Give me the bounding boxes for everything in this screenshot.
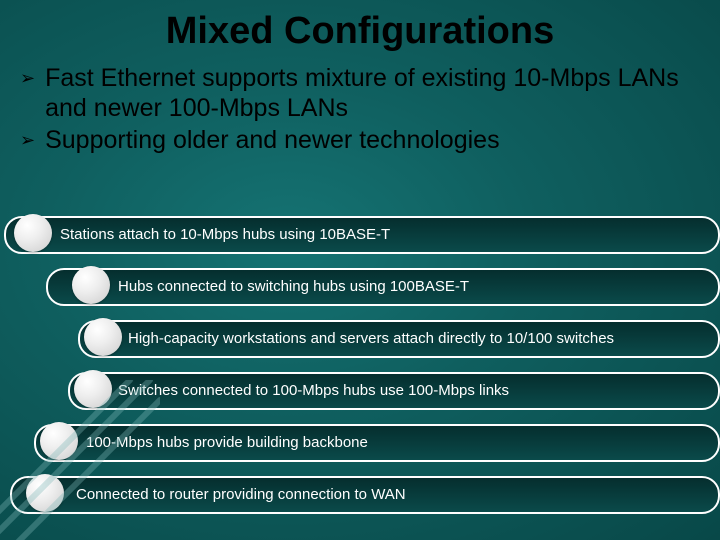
- pill-item: Connected to router providing connection…: [0, 478, 720, 512]
- pill-list: Stations attach to 10-Mbps hubs using 10…: [0, 218, 720, 530]
- pill-item: Switches connected to 100-Mbps hubs use …: [0, 374, 720, 408]
- pill-item: Stations attach to 10-Mbps hubs using 10…: [0, 218, 720, 252]
- slide-title: Mixed Configurations: [0, 0, 720, 53]
- slide: Mixed Configurations ➢ Fast Ethernet sup…: [0, 0, 720, 540]
- pill-circle-icon: [84, 318, 122, 356]
- bullet-item: ➢ Supporting older and newer technologie…: [20, 125, 700, 155]
- bullet-marker-icon: ➢: [20, 68, 35, 89]
- pill-circle-icon: [74, 370, 112, 408]
- pill-text: 100-Mbps hubs provide building backbone: [86, 434, 368, 451]
- pill-circle-icon: [40, 422, 78, 460]
- pill-text: Connected to router providing connection…: [76, 486, 406, 503]
- pill-circle-icon: [14, 214, 52, 252]
- pill-text: High-capacity workstations and servers a…: [128, 330, 614, 347]
- bullet-marker-icon: ➢: [20, 130, 35, 151]
- pill-item: 100-Mbps hubs provide building backbone: [0, 426, 720, 460]
- pill-text: Hubs connected to switching hubs using 1…: [118, 278, 469, 295]
- pill-circle-icon: [72, 266, 110, 304]
- pill-text: Stations attach to 10-Mbps hubs using 10…: [60, 226, 390, 243]
- pill-item: High-capacity workstations and servers a…: [0, 322, 720, 356]
- pill-item: Hubs connected to switching hubs using 1…: [0, 270, 720, 304]
- bullet-list: ➢ Fast Ethernet supports mixture of exis…: [20, 63, 700, 155]
- pill-circle-icon: [26, 474, 64, 512]
- bullet-text: Supporting older and newer technologies: [45, 125, 499, 155]
- bullet-item: ➢ Fast Ethernet supports mixture of exis…: [20, 63, 700, 123]
- pill-text: Switches connected to 100-Mbps hubs use …: [118, 382, 509, 399]
- bullet-text: Fast Ethernet supports mixture of existi…: [45, 63, 700, 123]
